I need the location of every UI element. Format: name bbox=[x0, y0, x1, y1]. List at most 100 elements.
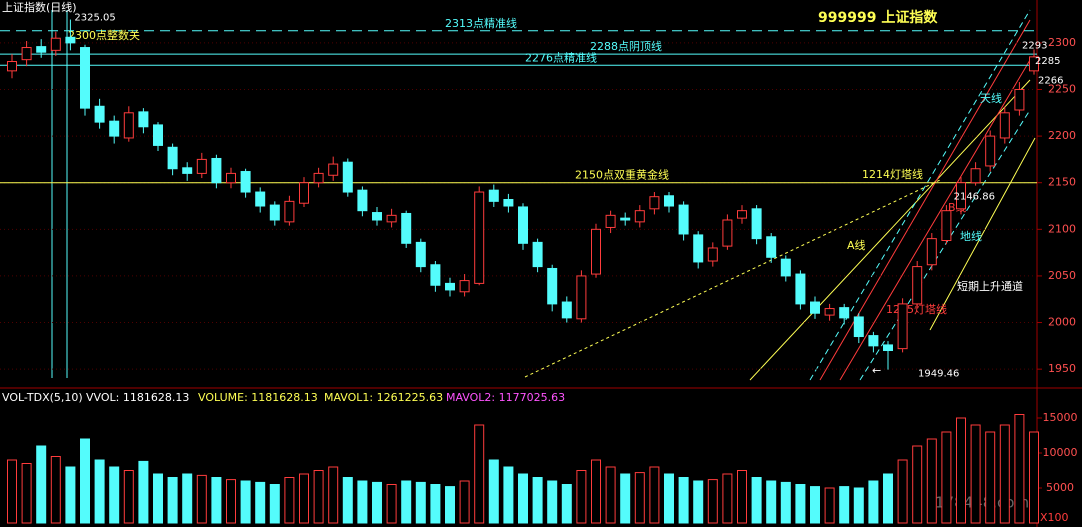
volume-bar bbox=[620, 473, 631, 524]
candle-body bbox=[342, 161, 353, 193]
candle-body bbox=[138, 111, 149, 128]
trend-line bbox=[859, 109, 1031, 381]
volume-bar bbox=[488, 459, 499, 524]
volume-bar bbox=[474, 424, 485, 524]
trend-line bbox=[524, 179, 941, 378]
candle-body bbox=[664, 195, 674, 207]
volume-bar bbox=[591, 459, 601, 524]
candle-body bbox=[518, 206, 528, 244]
volume-bar bbox=[912, 445, 923, 524]
volume-bar bbox=[109, 466, 120, 524]
volume-bar bbox=[255, 481, 266, 524]
candle-body bbox=[503, 198, 514, 207]
candle-body bbox=[707, 247, 718, 262]
volume-bar bbox=[313, 470, 324, 524]
y-tick-label: 2150 bbox=[1048, 176, 1076, 189]
candle-body bbox=[167, 146, 178, 170]
candle-body bbox=[868, 335, 879, 347]
candle-body bbox=[678, 204, 689, 235]
legend-entry: VVOL: 1181628.13 bbox=[86, 391, 189, 404]
annotation: 1214灯塔线 bbox=[862, 167, 923, 181]
volume-bar bbox=[561, 484, 572, 524]
volume-bar bbox=[999, 424, 1010, 524]
volume-bar bbox=[605, 466, 616, 524]
candle-body bbox=[94, 105, 105, 123]
trend-line bbox=[819, 19, 1031, 381]
symbol: 999999 上证指数 bbox=[818, 9, 938, 26]
legend-entry: MAVOL2: 1177025.63 bbox=[446, 391, 565, 404]
volume-bar bbox=[386, 484, 397, 524]
value-label: 2325.05 bbox=[74, 13, 115, 24]
trend-line bbox=[929, 137, 1036, 331]
legend-entry: VOLUME: 1181628.13 bbox=[198, 391, 318, 404]
candle-body bbox=[80, 47, 90, 109]
level-label: 2276点精准线 bbox=[525, 50, 597, 64]
candle-body bbox=[853, 316, 864, 338]
candle-body bbox=[985, 135, 996, 167]
y-tick-label: 2000 bbox=[1048, 316, 1076, 329]
volume-bar bbox=[357, 480, 368, 524]
volume-bar bbox=[80, 438, 90, 524]
volume-bar bbox=[664, 473, 674, 524]
candle-body bbox=[1029, 56, 1039, 72]
candle-body bbox=[445, 282, 455, 291]
candle-body bbox=[196, 158, 207, 174]
volume-bar bbox=[503, 466, 514, 524]
candle-body bbox=[722, 219, 733, 247]
volume-bar bbox=[532, 477, 543, 524]
candle-body bbox=[839, 307, 850, 319]
volume-bar bbox=[795, 484, 806, 524]
volume-bar bbox=[153, 473, 163, 524]
volume-bar bbox=[430, 484, 441, 524]
candle-body bbox=[999, 112, 1010, 139]
candle-body bbox=[605, 214, 616, 228]
candle-body bbox=[123, 112, 134, 139]
volume-bar bbox=[21, 463, 32, 524]
candle-body bbox=[941, 210, 952, 242]
volume-bar bbox=[372, 481, 382, 524]
annotation: 短期上升通道 bbox=[957, 279, 1023, 293]
volume-bar bbox=[868, 480, 879, 524]
value-label: 2266 bbox=[1038, 76, 1063, 87]
volume-bar bbox=[7, 459, 17, 524]
volume-bar bbox=[1014, 414, 1025, 524]
y-tick-label: 15000 bbox=[1043, 411, 1078, 424]
volume-bar bbox=[766, 480, 777, 524]
volume-bar bbox=[678, 477, 689, 524]
y-tick-label: 2250 bbox=[1048, 82, 1076, 95]
volume-bar bbox=[518, 473, 528, 524]
volume-bar bbox=[780, 481, 791, 524]
unit-label: X100 bbox=[1040, 511, 1069, 524]
volume-bar bbox=[299, 473, 309, 524]
level-label: 2313点精准线 bbox=[445, 16, 517, 30]
level-label: 2150点双重黄金线 bbox=[575, 168, 669, 182]
volume-bar bbox=[65, 466, 76, 524]
y-tick-label: 1950 bbox=[1048, 362, 1076, 375]
candle-body bbox=[912, 266, 923, 305]
candle-body bbox=[226, 172, 236, 184]
candle-body bbox=[897, 303, 908, 350]
candle-body bbox=[299, 182, 309, 204]
candle-body bbox=[255, 191, 266, 207]
candle-body bbox=[561, 301, 572, 319]
level-label: 2288点阴顶线 bbox=[590, 39, 662, 53]
chart-title: 上证指数(日线) bbox=[2, 0, 77, 14]
volume-bar bbox=[883, 473, 893, 524]
candle-body bbox=[240, 171, 251, 193]
volume-bar bbox=[269, 484, 280, 524]
candle-body bbox=[547, 267, 558, 305]
candle-body bbox=[488, 189, 499, 202]
level-label: 2300点整数关 bbox=[68, 28, 140, 42]
candle-body bbox=[591, 228, 601, 275]
candle-body bbox=[357, 189, 368, 212]
candle-body bbox=[780, 258, 791, 277]
volume-bar bbox=[445, 486, 455, 524]
volume-bar bbox=[722, 473, 733, 524]
volume-bar bbox=[737, 470, 747, 524]
y-tick-label: 2200 bbox=[1048, 129, 1076, 142]
volume-bar bbox=[211, 477, 222, 524]
volume-bar bbox=[138, 460, 149, 524]
volume-bar bbox=[240, 480, 251, 524]
candle-body bbox=[751, 208, 762, 240]
